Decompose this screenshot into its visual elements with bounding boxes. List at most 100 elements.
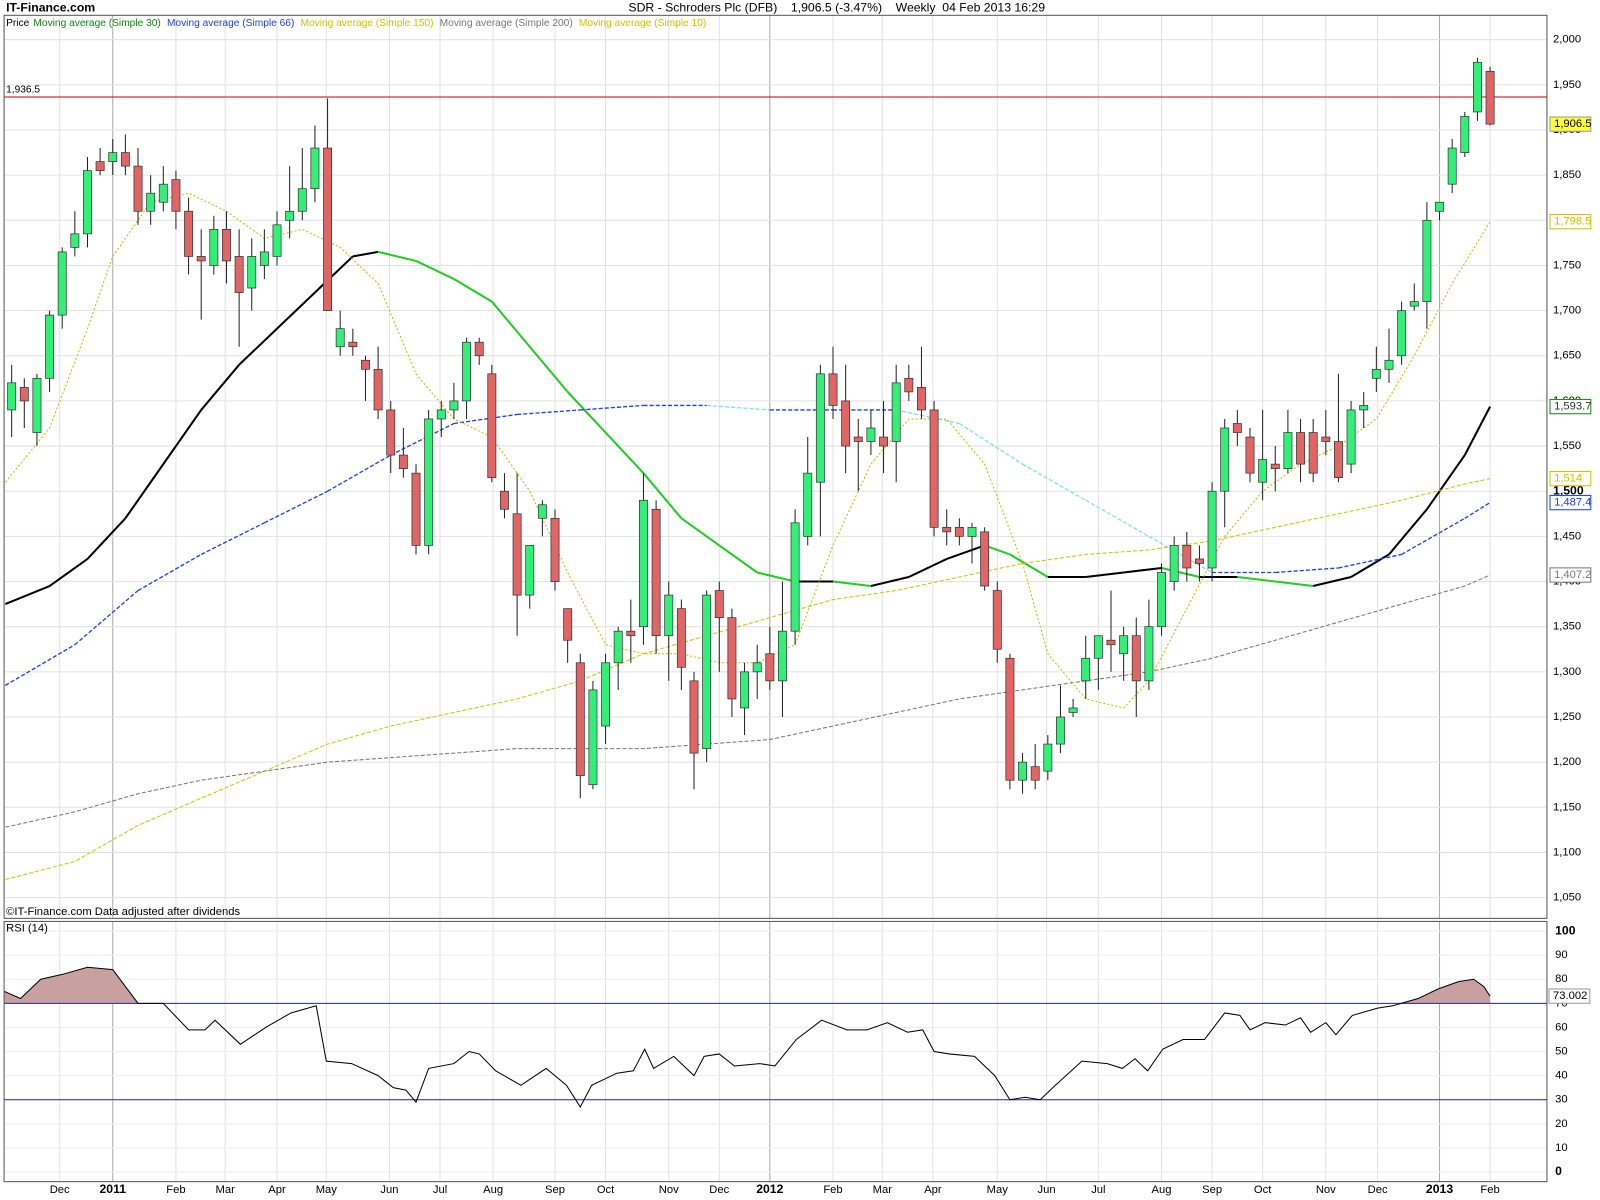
- ma-segment: [1388, 508, 1428, 556]
- candle-body: [487, 373, 497, 479]
- y-tick-label: 1,550: [1553, 440, 1581, 452]
- ma-segment: [680, 517, 720, 547]
- ma-segment: [1161, 566, 1200, 579]
- candle-body: [1409, 301, 1419, 307]
- ma-last-label: 1,798.5: [1554, 216, 1591, 228]
- candle-body: [373, 368, 383, 411]
- candle-body: [1182, 545, 1192, 569]
- ma-segment: [264, 490, 328, 524]
- ma-segment: [415, 260, 455, 280]
- candle-body: [146, 192, 156, 212]
- candle-body: [411, 472, 421, 546]
- x-tick-label: Aug: [1152, 1184, 1172, 1196]
- x-tick-label: 2012: [756, 1182, 783, 1196]
- ma-segment: [1009, 553, 1049, 578]
- candle-body: [1359, 405, 1369, 411]
- x-tick-label: Nov: [1316, 1184, 1336, 1196]
- y-tick-label: 1,050: [1553, 892, 1581, 904]
- candle-body: [1473, 61, 1482, 113]
- legend-entry: Moving average (Simple 66): [167, 18, 294, 29]
- candle-body: [980, 531, 990, 587]
- ma-segment: [1464, 502, 1491, 519]
- x-tick-label: Feb: [166, 1184, 185, 1196]
- candle-body: [424, 418, 434, 546]
- rsi-tick-label: 60: [1555, 1021, 1567, 1033]
- x-tick-label: Sep: [1202, 1184, 1222, 1196]
- candle-body: [1144, 626, 1154, 682]
- x-tick-label: Mar: [216, 1184, 236, 1196]
- candle-body: [95, 161, 105, 171]
- candle-body: [563, 608, 573, 641]
- candle-body: [398, 454, 408, 469]
- ma-segment: [48, 558, 89, 587]
- candle-body: [1384, 359, 1394, 370]
- candle-body: [19, 387, 29, 402]
- candle-body: [1460, 116, 1470, 153]
- ma-segment: [832, 580, 872, 588]
- candle-body: [1056, 716, 1065, 745]
- ma-segment: [1426, 454, 1466, 510]
- y-tick-label: 2,000: [1553, 34, 1581, 46]
- legend-entry: Moving average (Simple 150): [300, 18, 433, 29]
- y-tick-label: 1,200: [1553, 756, 1581, 768]
- rsi-panel: [3, 920, 1548, 1183]
- candle-body: [133, 165, 143, 212]
- candle-body: [1030, 766, 1040, 781]
- candle-body: [171, 179, 181, 212]
- x-tick-label: Jul: [1091, 1184, 1105, 1196]
- ma-last-box: [1549, 470, 1592, 487]
- candle-body: [525, 545, 535, 596]
- rsi-tick-label: 100: [1555, 923, 1576, 937]
- candle-body: [575, 662, 585, 777]
- ma-segment: [276, 291, 316, 330]
- ma-segment: [946, 544, 985, 560]
- rsi-tick-label: 80: [1555, 973, 1567, 985]
- price-panel: [3, 14, 1548, 919]
- candle-body: [108, 152, 118, 162]
- ma-last-box: [1549, 567, 1592, 583]
- candle-body: [1106, 639, 1116, 646]
- ma-last-label: 1,593.7: [1554, 401, 1591, 413]
- rsi-tick-label: 90: [1555, 949, 1567, 961]
- x-tick-label: Apr: [268, 1184, 286, 1196]
- candle-body: [778, 630, 787, 682]
- candle-body: [1447, 147, 1457, 185]
- x-tick-label: Oct: [1254, 1184, 1272, 1196]
- candle-body: [550, 517, 560, 582]
- candle-body: [222, 228, 231, 262]
- candle-body: [1131, 635, 1141, 682]
- brand: IT-Finance.com: [6, 0, 95, 14]
- y-tick-label: 1,100: [1553, 846, 1581, 858]
- candle-body: [474, 341, 484, 357]
- ma-last-label: 1,487.4: [1554, 497, 1591, 509]
- ma-segment: [1275, 567, 1339, 574]
- ma-segment: [756, 571, 796, 583]
- ma-last-box: [1549, 494, 1592, 511]
- candle-body: [929, 409, 939, 528]
- price-last-label: 1,906.5: [1554, 118, 1591, 130]
- candle-body: [1346, 409, 1356, 465]
- ma-segment: [491, 300, 531, 348]
- candle-body: [917, 387, 926, 411]
- y-tick-label: 1,750: [1553, 259, 1581, 271]
- ma-segment: [1123, 566, 1162, 574]
- candle-body: [512, 513, 522, 596]
- candle-body: [196, 256, 206, 262]
- candle-body: [714, 590, 724, 619]
- ma-segment: [200, 364, 240, 411]
- candle-body: [1043, 743, 1053, 772]
- ma-segment: [908, 558, 948, 578]
- x-tick-label: Oct: [597, 1184, 615, 1196]
- candle-body: [651, 508, 661, 637]
- x-tick-label: Feb: [1480, 1184, 1499, 1196]
- candle-body: [815, 373, 825, 483]
- ma-segment: [377, 250, 417, 262]
- candle-body: [828, 373, 838, 406]
- candle-body: [1119, 635, 1129, 655]
- ma-segment: [453, 278, 493, 303]
- candle-body: [7, 382, 17, 411]
- ma-last-label: 1,514: [1554, 473, 1582, 485]
- ma-segment: [86, 517, 127, 560]
